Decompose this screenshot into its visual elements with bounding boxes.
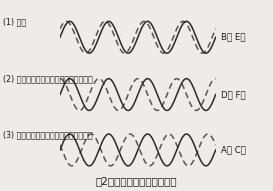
- Text: (2) 焦点からずれた点（小さいレンズ）: (2) 焦点からずれた点（小さいレンズ）: [3, 75, 93, 84]
- Text: B， E点: B， E点: [221, 33, 246, 42]
- Text: D， F点: D， F点: [221, 90, 246, 99]
- Text: (1) 焦点: (1) 焦点: [3, 17, 26, 27]
- Text: 図2　各点での波の重なり方: 図2 各点での波の重なり方: [96, 176, 177, 186]
- Text: A， C点: A， C点: [221, 145, 246, 155]
- Text: (3) 焦点からずれた点（大きいレンズ）: (3) 焦点からずれた点（大きいレンズ）: [3, 130, 92, 139]
